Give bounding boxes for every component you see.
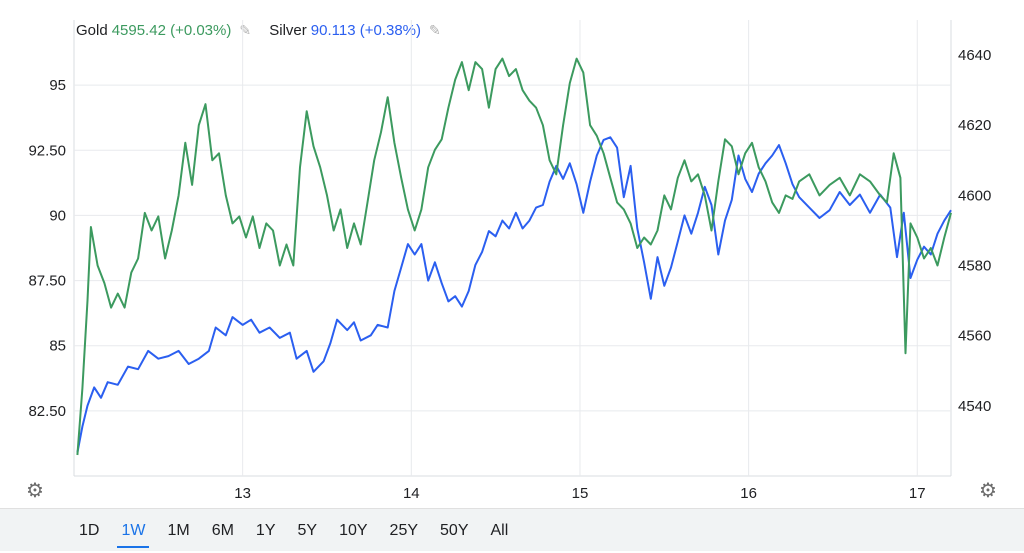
pencil-icon[interactable]: ✎ — [429, 22, 441, 38]
left-tick-label: 85 — [49, 338, 66, 355]
left-tick-label: 82.50 — [28, 403, 66, 420]
time-range-tabs: 1D 1W 1M 6M 1Y 5Y 10Y 25Y 50Y All — [68, 509, 519, 551]
chart-legend: Gold 4595.42 (+0.03%) ✎ Silver 90.113 (+0.3… — [76, 22, 455, 39]
legend-item-gold[interactable]: Gold 4595.42 (+0.03%) ✎ — [76, 22, 255, 39]
range-tab-all[interactable]: All — [490, 522, 509, 539]
range-tab-6m[interactable]: 6M — [211, 522, 234, 539]
x-tick-label: 15 — [572, 485, 589, 502]
range-tab-5y[interactable]: 5Y — [297, 522, 318, 539]
left-tick-label: 87.50 — [28, 273, 66, 290]
right-tick-label: 4640 — [958, 47, 991, 64]
left-tick-label: 92.50 — [28, 142, 66, 159]
left-tick-label: 90 — [49, 207, 66, 224]
gear-icon[interactable]: ⚙ — [979, 480, 997, 502]
range-tab-1d[interactable]: 1D — [79, 522, 100, 539]
legend-silver-value: 90.113 (+0.38%) — [310, 22, 421, 39]
series-line-gold[interactable] — [76, 57, 952, 456]
range-tab-1w[interactable]: 1W — [110, 509, 156, 551]
range-tab-25y[interactable]: 25Y — [389, 522, 419, 539]
gear-icon[interactable]: ⚙ — [26, 480, 44, 502]
left-axis: 95 92.50 90 87.50 85 82.50 — [28, 77, 66, 420]
x-tick-label: 17 — [909, 485, 926, 502]
x-tick-label: 14 — [403, 485, 420, 502]
right-tick-label: 4620 — [958, 117, 991, 134]
range-tab-10y[interactable]: 10Y — [339, 522, 368, 539]
right-tick-label: 4600 — [958, 187, 991, 204]
line-chart[interactable]: 95 92.50 90 87.50 85 82.50 4640 4620 4600 4580 45… — [0, 0, 1024, 508]
legend-gold-name: Gold — [76, 22, 108, 39]
range-tab-1m[interactable]: 1M — [167, 522, 190, 539]
range-tab-50y[interactable]: 50Y — [440, 522, 469, 539]
x-tick-label: 13 — [234, 485, 251, 502]
right-tick-label: 4540 — [958, 398, 991, 415]
chart-series — [76, 57, 952, 456]
left-tick-label: 95 — [49, 77, 66, 94]
range-tab-1y[interactable]: 1Y — [255, 522, 276, 539]
pencil-icon[interactable]: ✎ — [239, 22, 252, 38]
chart-grid — [73, 20, 952, 477]
right-tick-label: 4580 — [958, 258, 991, 275]
series-line-silver[interactable] — [76, 136, 952, 453]
legend-silver-name: Silver — [269, 22, 307, 39]
x-tick-label: 16 — [740, 485, 757, 502]
legend-gold-value: 4595.42 (+0.03%) — [111, 22, 232, 39]
time-range-bar: 1D 1W 1M 6M 1Y 5Y 10Y 25Y 50Y All — [0, 508, 1024, 551]
right-tick-label: 4560 — [958, 328, 991, 345]
legend-item-silver[interactable]: Silver 90.113 (+0.38%) ✎ — [269, 22, 440, 39]
right-axis: 4640 4620 4600 4580 4560 4540 — [958, 47, 991, 415]
x-axis: 13 14 15 16 17 — [234, 485, 925, 502]
